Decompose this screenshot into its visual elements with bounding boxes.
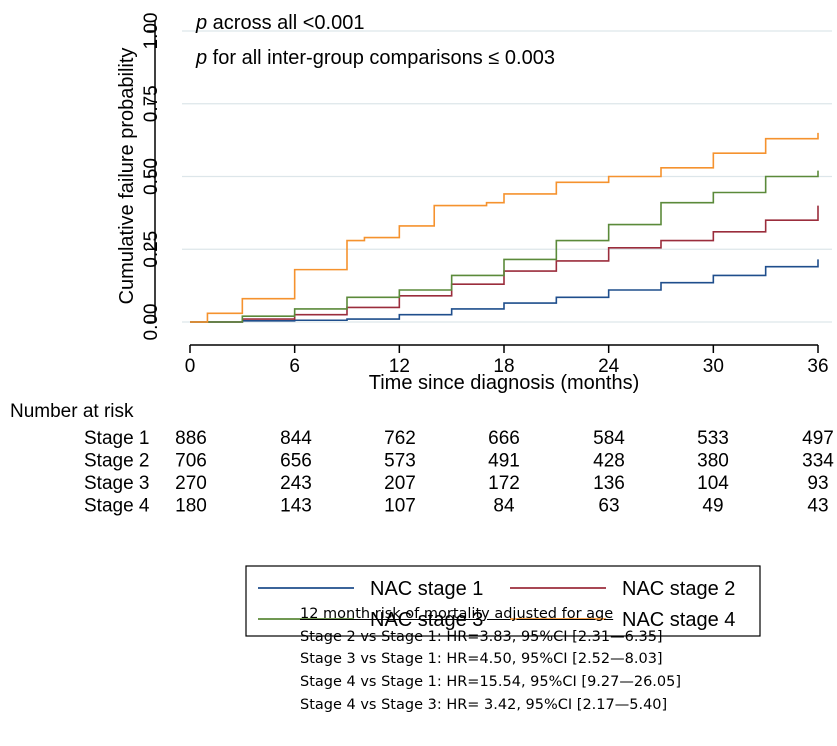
series-line-stage-3 <box>190 170 819 323</box>
risk-value-r2-c2: 573 <box>384 451 416 472</box>
grid-lines <box>182 30 832 323</box>
risk-value-r1-c0: 886 <box>175 428 207 449</box>
hazard-ratio-box: 12 month risk of mortality adjusted for … <box>300 603 820 717</box>
legend-label-stage-4: NAC stage 4 <box>622 609 735 631</box>
risk-value-r2-c6: 334 <box>802 451 834 472</box>
risk-value-r4-c6: 43 <box>807 496 828 517</box>
risk-table: Stage 1 886 844 762 666 584 533 497 Stage 2 706 65… <box>84 428 834 517</box>
risk-value-r2-c4: 428 <box>593 451 625 472</box>
risk-value-r3-c6: 93 <box>807 473 828 494</box>
legend: NAC stage 1 NAC stage 2 NAC stage 3 NAC sta… <box>245 565 761 637</box>
p-intergroup: p for all inter-group comparisons ≤ 0.00… <box>195 47 555 69</box>
y-tick-label-0: 0.00 <box>141 304 162 341</box>
series-line-stage-4 <box>190 132 819 323</box>
risk-value-r4-c1: 143 <box>280 496 312 517</box>
y-tick-label-4: 1.00 <box>141 13 162 50</box>
risk-value-r4-c4: 63 <box>598 496 619 517</box>
risk-table-title: Number at risk <box>10 401 134 422</box>
hr-line-2: Stage 3 vs Stage 1: HR=4.50, 95%CI [2.52… <box>300 651 663 668</box>
series-layer <box>190 132 819 323</box>
legend-label-stage-1: NAC stage 1 <box>370 578 483 600</box>
p-across-all-text: across all <0.001 <box>207 12 364 34</box>
risk-value-r3-c4: 136 <box>593 473 625 494</box>
y-tick-label-3: 0.75 <box>141 85 162 122</box>
risk-value-r2-c0: 706 <box>175 451 207 472</box>
risk-value-r3-c5: 104 <box>697 473 729 494</box>
p-intergroup-text: for all inter-group comparisons ≤ 0.003 <box>207 47 555 69</box>
risk-row-label-2: Stage 2 <box>84 451 150 472</box>
hr-line-3: Stage 4 vs Stage 1: HR=15.54, 95%CI [9.2… <box>300 674 682 691</box>
x-tick-label-4: 24 <box>598 356 620 377</box>
risk-value-r3-c3: 172 <box>488 473 520 494</box>
x-tick-label-3: 18 <box>493 356 514 377</box>
risk-value-r2-c3: 491 <box>488 451 520 472</box>
hr-line-1: Stage 2 vs Stage 1: HR=3.83, 95%CI [2.31… <box>300 628 663 645</box>
x-tick-label-0: 0 <box>185 356 196 377</box>
x-tick-label-6: 36 <box>807 356 828 377</box>
risk-value-r1-c1: 844 <box>280 428 312 449</box>
risk-value-r1-c2: 762 <box>384 428 416 449</box>
risk-value-r4-c0: 180 <box>175 496 207 517</box>
risk-value-r1-c3: 666 <box>488 428 520 449</box>
y-ticks: 0.00 0.25 0.50 0.75 1.00 <box>141 13 162 341</box>
p-symbol-1: p <box>195 12 207 34</box>
p-symbol-2: p <box>195 47 207 69</box>
risk-value-r2-c1: 656 <box>280 451 312 472</box>
risk-value-r3-c0: 270 <box>175 473 207 494</box>
risk-value-r4-c2: 107 <box>384 496 416 517</box>
x-tick-label-1: 6 <box>289 356 300 377</box>
y-axis-title: Cumulative failure probability <box>116 48 138 305</box>
hr-line-4: Stage 4 vs Stage 3: HR= 3.42, 95%CI [2.1… <box>300 696 668 713</box>
y-tick-label-2: 0.50 <box>141 158 162 195</box>
risk-value-r1-c6: 497 <box>802 428 834 449</box>
legend-label-stage-2: NAC stage 2 <box>622 578 735 600</box>
series-line-stage-1 <box>190 259 819 323</box>
risk-value-r1-c4: 584 <box>593 428 625 449</box>
legend-box <box>245 565 761 637</box>
risk-row-label-3: Stage 3 <box>84 473 150 494</box>
legend-label-stage-3: NAC stage 3 <box>370 609 483 631</box>
risk-value-r3-c2: 207 <box>384 473 416 494</box>
risk-value-r4-c3: 84 <box>493 496 515 517</box>
p-across-all: p across all <0.001 <box>195 12 364 34</box>
x-tick-label-2: 12 <box>389 356 410 377</box>
risk-row-label-4: Stage 4 <box>84 496 150 517</box>
x-ticks: 0 6 12 18 24 30 36 <box>185 345 829 377</box>
hr-box-title: 12 month risk of mortality adjusted for … <box>300 606 614 622</box>
x-axis-title: Time since diagnosis (months) <box>369 372 639 394</box>
risk-row-label-1: Stage 1 <box>84 428 150 449</box>
x-tick-label-5: 30 <box>703 356 724 377</box>
risk-value-r4-c5: 49 <box>702 496 723 517</box>
risk-value-r3-c1: 243 <box>280 473 312 494</box>
risk-value-r2-c5: 380 <box>697 451 729 472</box>
y-tick-label-1: 0.25 <box>141 231 162 268</box>
risk-value-r1-c5: 533 <box>697 428 729 449</box>
